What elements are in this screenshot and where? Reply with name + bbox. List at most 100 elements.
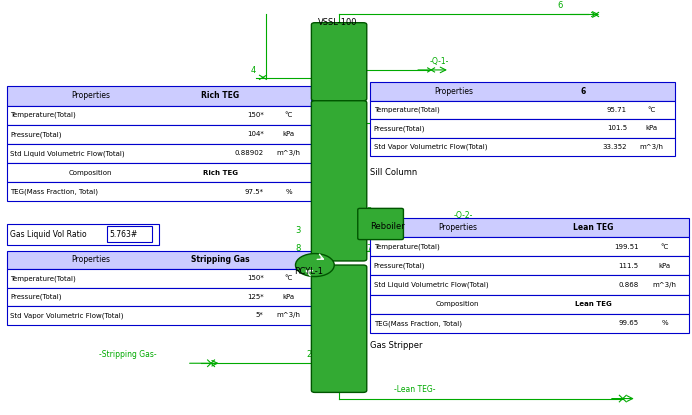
Text: -Q-1-: -Q-1- bbox=[430, 57, 449, 66]
Bar bbox=[370, 82, 675, 101]
Text: 4: 4 bbox=[251, 66, 256, 75]
Text: Stripping Gas: Stripping Gas bbox=[191, 255, 249, 264]
Bar bbox=[7, 288, 311, 306]
Text: kPa: kPa bbox=[282, 131, 295, 137]
Text: %: % bbox=[662, 320, 668, 326]
Text: Std Vapor Volumetric Flow(Total): Std Vapor Volumetric Flow(Total) bbox=[10, 312, 124, 319]
Text: -Stripping Gas-: -Stripping Gas- bbox=[99, 350, 157, 359]
Text: 3: 3 bbox=[295, 226, 301, 234]
Bar bbox=[7, 86, 311, 105]
Text: Gas Stripper: Gas Stripper bbox=[370, 341, 423, 350]
Text: 150*: 150* bbox=[247, 276, 264, 281]
FancyBboxPatch shape bbox=[311, 101, 367, 261]
Text: 6: 6 bbox=[558, 1, 563, 10]
Bar bbox=[370, 314, 689, 333]
Text: 150*: 150* bbox=[247, 112, 264, 118]
Text: °C: °C bbox=[284, 276, 293, 281]
Text: Properties: Properties bbox=[435, 87, 473, 96]
Text: 8: 8 bbox=[295, 244, 301, 253]
Text: -Q-2-: -Q-2- bbox=[454, 211, 473, 220]
Text: 5: 5 bbox=[410, 110, 415, 118]
Text: Composition: Composition bbox=[69, 170, 112, 176]
Text: m^3/h: m^3/h bbox=[277, 312, 300, 318]
Text: Lean TEG: Lean TEG bbox=[573, 223, 613, 232]
Text: TEG(Mass Fraction, Total): TEG(Mass Fraction, Total) bbox=[374, 320, 462, 327]
Bar bbox=[7, 144, 311, 163]
Text: Temperature(Total): Temperature(Total) bbox=[374, 107, 439, 113]
Text: 7: 7 bbox=[367, 244, 372, 253]
Text: VSSL-100: VSSL-100 bbox=[318, 18, 358, 27]
Text: 5*: 5* bbox=[256, 312, 264, 318]
Bar bbox=[7, 163, 311, 182]
Text: 95.71: 95.71 bbox=[607, 107, 627, 113]
Circle shape bbox=[295, 254, 334, 276]
Text: 2: 2 bbox=[306, 350, 311, 359]
Bar bbox=[370, 295, 689, 314]
Text: Rich TEG: Rich TEG bbox=[203, 170, 237, 176]
Text: -Rich TEG-: -Rich TEG- bbox=[118, 147, 158, 156]
Bar bbox=[370, 256, 689, 275]
Text: 101.5: 101.5 bbox=[607, 125, 627, 132]
Text: 199.51: 199.51 bbox=[614, 244, 639, 249]
Text: Pressure(Total): Pressure(Total) bbox=[10, 294, 62, 300]
Text: Rich TEG: Rich TEG bbox=[201, 91, 239, 100]
Text: Temperature(Total): Temperature(Total) bbox=[10, 275, 76, 282]
Text: %: % bbox=[285, 189, 292, 195]
Text: 3: 3 bbox=[367, 207, 372, 216]
Text: Properties: Properties bbox=[438, 223, 477, 232]
Text: Pressure(Total): Pressure(Total) bbox=[374, 263, 425, 269]
Bar bbox=[7, 124, 311, 144]
Text: RCYL-1: RCYL-1 bbox=[294, 267, 323, 276]
Bar bbox=[370, 119, 675, 138]
Text: kPa: kPa bbox=[282, 294, 295, 300]
FancyBboxPatch shape bbox=[358, 208, 403, 239]
Text: 125*: 125* bbox=[247, 294, 264, 300]
Text: 5.763#: 5.763# bbox=[109, 230, 138, 239]
Text: Composition: Composition bbox=[436, 301, 480, 307]
Text: Pressure(Total): Pressure(Total) bbox=[10, 131, 62, 137]
Text: 2: 2 bbox=[309, 147, 315, 156]
Bar bbox=[370, 237, 689, 256]
Bar bbox=[7, 269, 311, 288]
Bar bbox=[107, 226, 152, 242]
Text: 97.5*: 97.5* bbox=[245, 189, 264, 195]
Text: Reboiler: Reboiler bbox=[370, 222, 405, 231]
Bar bbox=[7, 306, 311, 325]
Bar bbox=[7, 182, 311, 201]
Bar bbox=[7, 105, 311, 124]
Text: kPa: kPa bbox=[646, 125, 658, 132]
Text: Lean TEG: Lean TEG bbox=[574, 301, 612, 307]
Text: Std Liquid Volumetric Flow(Total): Std Liquid Volumetric Flow(Total) bbox=[10, 150, 125, 157]
Text: Pressure(Total): Pressure(Total) bbox=[374, 125, 425, 132]
Text: 0.868: 0.868 bbox=[619, 282, 639, 288]
Bar bbox=[7, 251, 311, 269]
Text: °C: °C bbox=[661, 244, 668, 249]
Text: Temperature(Total): Temperature(Total) bbox=[374, 243, 439, 250]
Text: 99.65: 99.65 bbox=[619, 320, 639, 326]
Text: Properties: Properties bbox=[71, 91, 110, 100]
Text: 6: 6 bbox=[581, 87, 586, 96]
Text: m^3/h: m^3/h bbox=[653, 282, 677, 288]
Text: °C: °C bbox=[284, 112, 293, 118]
Bar bbox=[7, 224, 159, 244]
Text: 33.352: 33.352 bbox=[603, 144, 627, 150]
Text: Std Vapor Volumetric Flow(Total): Std Vapor Volumetric Flow(Total) bbox=[374, 144, 487, 150]
FancyBboxPatch shape bbox=[311, 23, 367, 101]
FancyBboxPatch shape bbox=[311, 265, 367, 393]
Text: Sill Column: Sill Column bbox=[370, 168, 417, 177]
Text: m^3/h: m^3/h bbox=[277, 151, 300, 156]
Text: Temperature(Total): Temperature(Total) bbox=[10, 112, 76, 118]
Bar bbox=[370, 101, 675, 119]
Text: -Lean TEG-: -Lean TEG- bbox=[394, 386, 436, 395]
Text: 1: 1 bbox=[306, 278, 311, 288]
Bar bbox=[370, 275, 689, 295]
Text: 111.5: 111.5 bbox=[619, 263, 639, 269]
Bar bbox=[370, 138, 675, 156]
Text: kPa: kPa bbox=[659, 263, 671, 269]
Bar bbox=[370, 218, 689, 237]
Text: m^3/h: m^3/h bbox=[640, 144, 664, 150]
Text: TEG(Mass Fraction, Total): TEG(Mass Fraction, Total) bbox=[10, 188, 98, 195]
Text: 104*: 104* bbox=[247, 131, 264, 137]
Text: Properties: Properties bbox=[71, 255, 110, 264]
Text: Std Liquid Volumetric Flow(Total): Std Liquid Volumetric Flow(Total) bbox=[374, 282, 489, 288]
